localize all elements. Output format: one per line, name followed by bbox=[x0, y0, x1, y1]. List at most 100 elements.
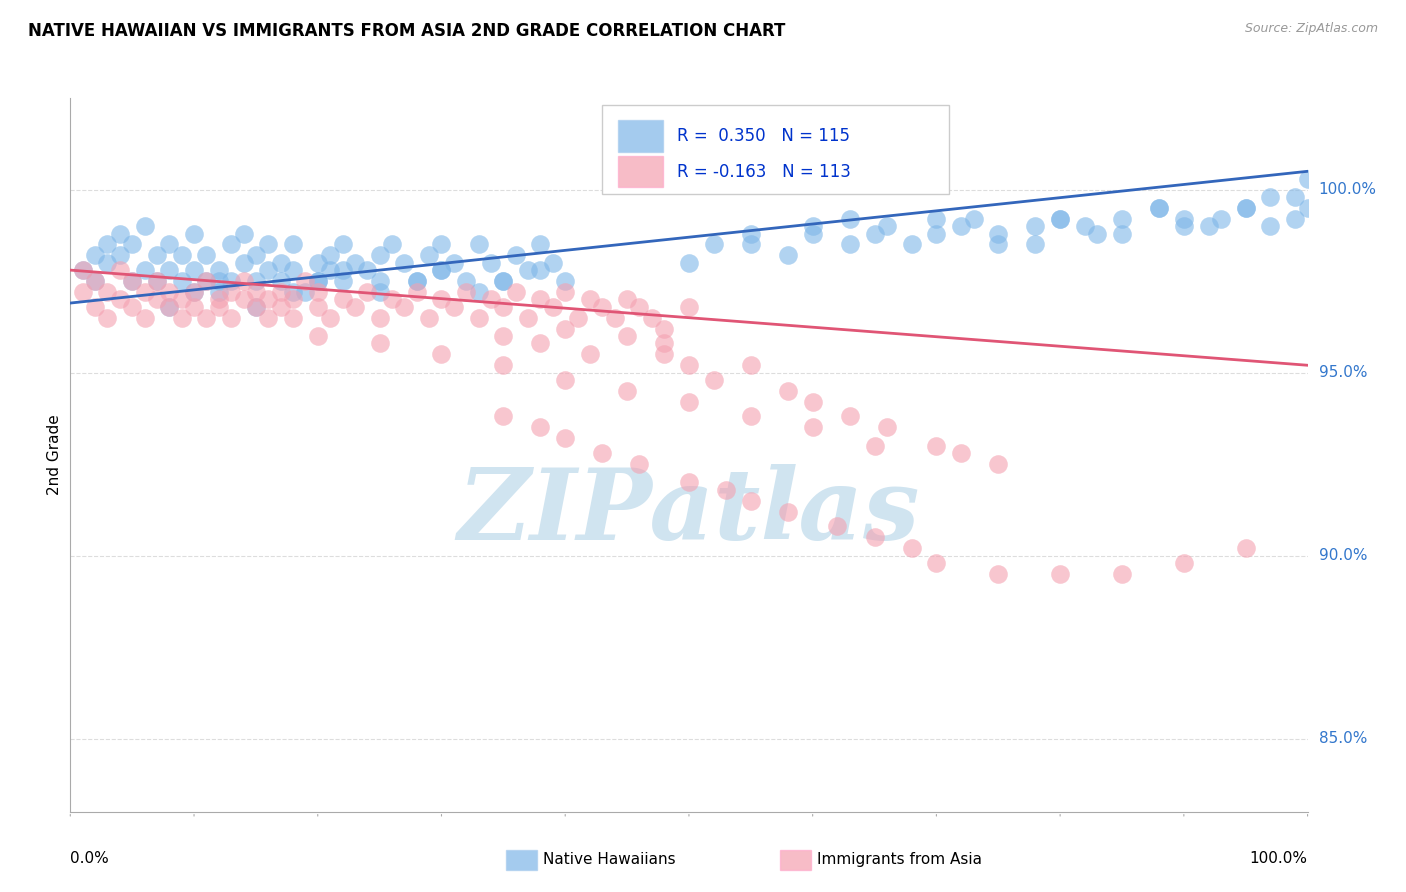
Point bbox=[368, 274, 391, 288]
Point bbox=[776, 505, 799, 519]
Point bbox=[492, 329, 515, 343]
Point bbox=[146, 274, 169, 288]
Point bbox=[443, 256, 465, 270]
Point bbox=[405, 285, 427, 299]
Point bbox=[479, 256, 502, 270]
Point bbox=[183, 285, 205, 299]
Point bbox=[368, 310, 391, 325]
Point bbox=[529, 420, 551, 434]
Point bbox=[257, 293, 280, 307]
Point bbox=[170, 310, 193, 325]
Point bbox=[467, 237, 489, 252]
Point bbox=[950, 446, 973, 460]
Point bbox=[108, 248, 131, 262]
Point bbox=[554, 285, 576, 299]
Point bbox=[838, 237, 860, 252]
Text: Source: ZipAtlas.com: Source: ZipAtlas.com bbox=[1244, 22, 1378, 36]
Point bbox=[925, 439, 948, 453]
Point bbox=[146, 293, 169, 307]
Point bbox=[96, 310, 118, 325]
FancyBboxPatch shape bbox=[602, 105, 949, 194]
Point bbox=[443, 300, 465, 314]
Point bbox=[270, 274, 292, 288]
Point bbox=[146, 248, 169, 262]
Point bbox=[678, 300, 700, 314]
Point bbox=[183, 263, 205, 277]
Point bbox=[616, 329, 638, 343]
Point bbox=[121, 274, 143, 288]
Point bbox=[1049, 211, 1071, 226]
Point bbox=[776, 384, 799, 398]
Text: NATIVE HAWAIIAN VS IMMIGRANTS FROM ASIA 2ND GRADE CORRELATION CHART: NATIVE HAWAIIAN VS IMMIGRANTS FROM ASIA … bbox=[28, 22, 786, 40]
Point bbox=[368, 285, 391, 299]
Point bbox=[356, 263, 378, 277]
Point bbox=[183, 227, 205, 241]
Point bbox=[1173, 219, 1195, 234]
Point bbox=[134, 310, 156, 325]
Point bbox=[628, 300, 651, 314]
Point bbox=[343, 300, 366, 314]
Point bbox=[381, 293, 404, 307]
Point bbox=[183, 300, 205, 314]
Point bbox=[492, 274, 515, 288]
Point bbox=[554, 373, 576, 387]
Point bbox=[950, 219, 973, 234]
Point bbox=[281, 263, 304, 277]
Point bbox=[492, 409, 515, 424]
Point bbox=[678, 256, 700, 270]
Point bbox=[1234, 541, 1257, 556]
Point bbox=[492, 274, 515, 288]
Point bbox=[1024, 237, 1046, 252]
Point bbox=[703, 237, 725, 252]
Point bbox=[505, 285, 527, 299]
Point bbox=[479, 293, 502, 307]
Point bbox=[208, 300, 231, 314]
Point bbox=[232, 293, 254, 307]
Point bbox=[801, 395, 824, 409]
Point bbox=[157, 300, 180, 314]
Point bbox=[505, 248, 527, 262]
Point bbox=[579, 293, 602, 307]
Point bbox=[72, 285, 94, 299]
Point bbox=[307, 274, 329, 288]
Point bbox=[319, 263, 342, 277]
Point bbox=[157, 263, 180, 277]
Point bbox=[245, 285, 267, 299]
Text: 0.0%: 0.0% bbox=[70, 851, 110, 866]
Point bbox=[294, 285, 316, 299]
Point bbox=[1234, 201, 1257, 215]
Point bbox=[554, 274, 576, 288]
Point bbox=[467, 310, 489, 325]
Point bbox=[456, 285, 478, 299]
Point bbox=[801, 219, 824, 234]
Point bbox=[652, 321, 675, 335]
Point bbox=[529, 293, 551, 307]
Point bbox=[1284, 211, 1306, 226]
Point bbox=[257, 263, 280, 277]
Point bbox=[1085, 227, 1108, 241]
Point bbox=[232, 274, 254, 288]
Point bbox=[208, 285, 231, 299]
Point bbox=[405, 274, 427, 288]
Text: R = -0.163   N = 113: R = -0.163 N = 113 bbox=[676, 162, 851, 180]
Point bbox=[579, 347, 602, 361]
Point bbox=[307, 285, 329, 299]
Point bbox=[603, 310, 626, 325]
Text: Immigrants from Asia: Immigrants from Asia bbox=[817, 853, 981, 867]
Point bbox=[146, 274, 169, 288]
Point bbox=[307, 256, 329, 270]
Point bbox=[208, 263, 231, 277]
Point bbox=[567, 310, 589, 325]
FancyBboxPatch shape bbox=[619, 156, 664, 187]
Y-axis label: 2nd Grade: 2nd Grade bbox=[46, 415, 62, 495]
Point bbox=[1284, 190, 1306, 204]
Point bbox=[245, 248, 267, 262]
Point bbox=[987, 237, 1010, 252]
Point bbox=[108, 263, 131, 277]
Point bbox=[96, 237, 118, 252]
Point bbox=[294, 274, 316, 288]
Point bbox=[195, 274, 218, 288]
Point bbox=[1296, 201, 1319, 215]
Point bbox=[430, 263, 453, 277]
Point bbox=[987, 566, 1010, 581]
